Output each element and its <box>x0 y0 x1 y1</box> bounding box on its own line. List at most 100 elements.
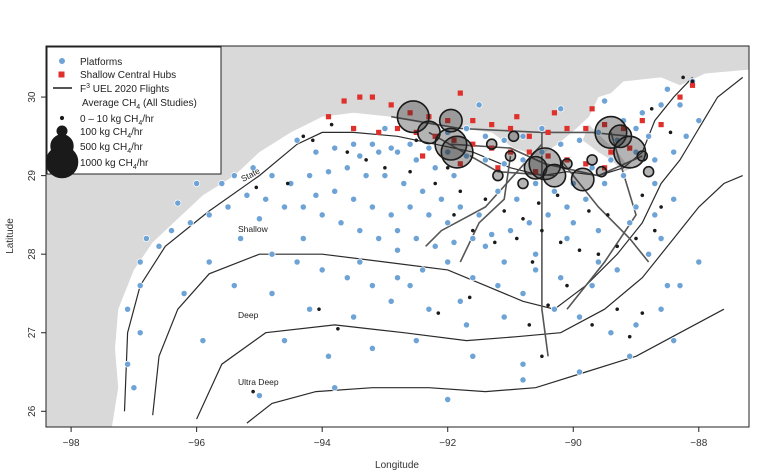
ch4-point <box>414 138 419 143</box>
legend: Platforms Shallow Central Hubs F3 UEL 20… <box>45 46 222 179</box>
platform-point <box>557 274 565 282</box>
ch4-point <box>605 213 610 217</box>
ch4-point <box>542 163 567 188</box>
hub-point <box>489 122 495 128</box>
ch4-point <box>485 138 498 150</box>
legend-ch4-title: Average CH4 (All Studies) <box>82 98 197 111</box>
platform-point <box>230 172 238 180</box>
platform-point <box>494 282 502 290</box>
platform-point <box>513 195 521 203</box>
ch4-point <box>530 260 535 264</box>
platform-point <box>375 235 383 242</box>
platform-point <box>500 160 508 168</box>
platform-point <box>325 352 332 360</box>
platform-point <box>356 227 364 235</box>
platform-point <box>306 305 314 313</box>
platform-point <box>657 305 665 313</box>
platform-point <box>463 125 470 132</box>
platform-point <box>318 266 326 274</box>
platform-point <box>519 360 527 368</box>
hub-point <box>545 153 551 159</box>
hub-point <box>507 125 514 132</box>
hub-point <box>388 102 394 108</box>
ch4-point <box>527 323 532 327</box>
platform-point <box>293 136 301 144</box>
legend-ch4-label: 100 kg CH4/hr <box>80 127 143 140</box>
legend-ch4-label-rest: /hr <box>131 127 143 138</box>
platform-point <box>375 148 383 156</box>
y-tick-label: 27 <box>27 327 38 339</box>
plot-frame <box>45 45 750 428</box>
platform-point <box>519 290 527 297</box>
platform-point <box>180 290 188 297</box>
platform-point <box>456 203 464 211</box>
ch4-point <box>254 185 259 190</box>
ch4-point <box>310 138 315 143</box>
hub-point <box>658 122 664 128</box>
hub-point <box>545 129 551 135</box>
platform-point <box>576 313 583 321</box>
legend-ch4-label: 0 – 10 kg CH4/hr <box>80 114 155 127</box>
platform-point <box>657 101 665 109</box>
platform-point <box>481 132 489 140</box>
legend-ch4-label-rest: /hr <box>137 158 149 169</box>
ch4-point <box>690 79 695 84</box>
hub-point <box>457 161 463 167</box>
platform-point <box>350 140 358 148</box>
hub-point <box>470 118 476 124</box>
platform-point <box>626 219 634 227</box>
platform-point <box>306 172 314 180</box>
platform-point <box>412 337 420 345</box>
platform-point <box>419 187 427 195</box>
legend-platform-marker <box>58 57 66 65</box>
platform-point <box>607 156 615 164</box>
platform-point <box>695 117 703 125</box>
platform-point <box>500 258 508 266</box>
platform-point <box>657 235 665 242</box>
ch4-point <box>458 189 463 194</box>
ch4-point <box>251 389 255 394</box>
platform-point <box>469 235 477 242</box>
platform-point <box>394 274 401 282</box>
platform-point <box>381 172 389 180</box>
ch4-point <box>627 334 632 339</box>
platform-point <box>663 85 671 93</box>
legend-flights-prefix: F <box>80 84 86 95</box>
platform-point <box>651 156 659 164</box>
platform-point <box>130 384 138 392</box>
platform-point <box>268 172 276 180</box>
x-tick-label: −92 <box>439 438 456 449</box>
ch4-point <box>642 165 655 178</box>
legend-ch4-label-main: 100 kg CH <box>80 127 127 138</box>
platform-point <box>594 258 602 266</box>
platform-point <box>230 282 238 290</box>
ch4-point <box>587 209 591 213</box>
plot-area <box>46 46 749 427</box>
coastline-land <box>46 46 749 427</box>
ch4-point <box>536 201 541 205</box>
ch4-point <box>590 323 594 327</box>
platform-point <box>419 266 427 274</box>
ch4-point <box>514 236 519 241</box>
platform-point <box>343 274 351 282</box>
hub-point <box>583 125 589 132</box>
legend-flights-suffix: UEL 2020 Flights <box>90 84 169 95</box>
platform-point <box>255 215 263 223</box>
ch4-point <box>317 307 321 312</box>
platform-point <box>356 152 364 160</box>
hub-point <box>677 94 683 100</box>
legend-ch4-label-sub: 4 <box>138 120 142 127</box>
platform-point <box>507 227 514 235</box>
platform-point <box>243 191 251 199</box>
platform-point <box>299 203 307 211</box>
platform-point <box>406 282 414 290</box>
x-axis: −98 −96 −94 −92 −90 −88 <box>63 427 708 449</box>
platform-point <box>387 297 395 305</box>
ch4-point <box>668 130 673 135</box>
platform-point <box>249 164 257 172</box>
legend-ch4-label-rest: /hr <box>131 142 143 153</box>
platform-point <box>444 219 452 227</box>
platform-point <box>601 180 609 187</box>
hub-point <box>432 133 438 139</box>
hub-point <box>507 149 514 155</box>
